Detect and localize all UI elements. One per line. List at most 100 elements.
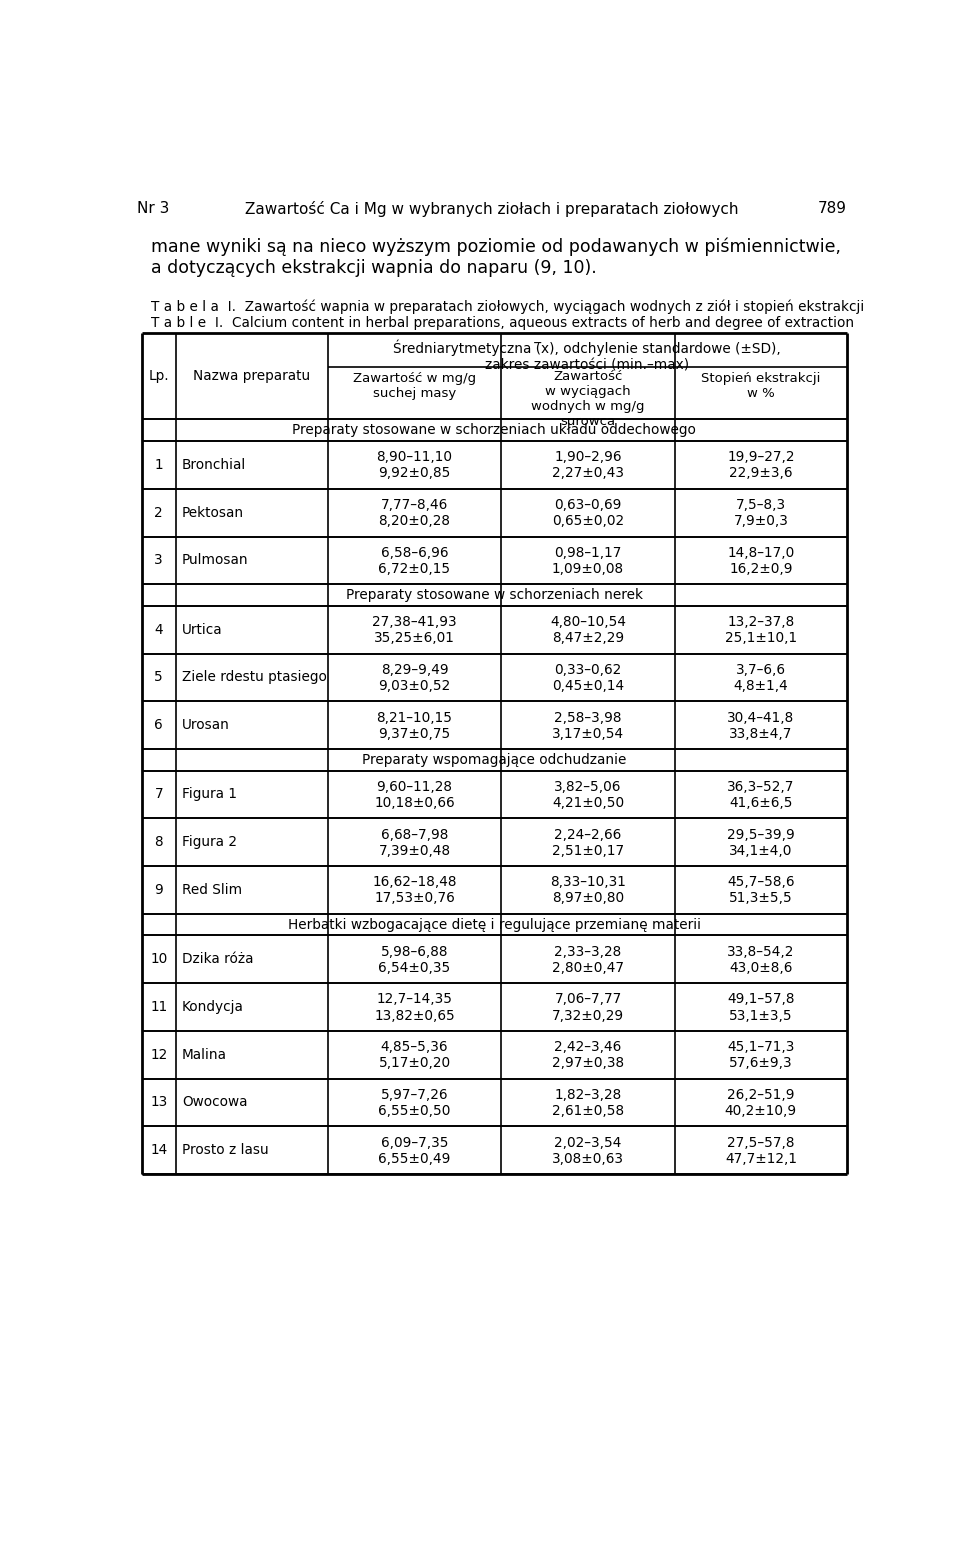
Text: 13,2–37,8: 13,2–37,8 (728, 615, 795, 629)
Text: 9,92±0,85: 9,92±0,85 (378, 467, 450, 480)
Text: 9,60–11,28: 9,60–11,28 (376, 780, 452, 794)
Text: 6,09–7,35: 6,09–7,35 (381, 1136, 448, 1149)
Text: 13,82±0,65: 13,82±0,65 (374, 1009, 455, 1023)
Text: Preparaty wspomagające odchudzanie: Preparaty wspomagające odchudzanie (362, 752, 627, 766)
Text: 7: 7 (155, 788, 163, 802)
Text: 1,90–2,96: 1,90–2,96 (554, 450, 622, 465)
Text: 0,33–0,62: 0,33–0,62 (555, 663, 622, 677)
Text: 12,7–14,35: 12,7–14,35 (376, 992, 452, 1006)
Text: 53,1±3,5: 53,1±3,5 (729, 1009, 793, 1023)
Text: 45,7–58,6: 45,7–58,6 (727, 876, 795, 890)
Text: 41,6±6,5: 41,6±6,5 (730, 796, 793, 810)
Text: 25,1±10,1: 25,1±10,1 (725, 632, 797, 646)
Text: 27,5–57,8: 27,5–57,8 (727, 1136, 795, 1149)
Text: Dzika róża: Dzika róża (182, 952, 253, 966)
Text: 3,17±0,54: 3,17±0,54 (552, 726, 624, 740)
Text: Lp.: Lp. (149, 369, 169, 383)
Text: Prosto z lasu: Prosto z lasu (182, 1143, 269, 1157)
Text: 43,0±8,6: 43,0±8,6 (730, 961, 793, 975)
Text: T a b l e  I.  Calcium content in herbal preparations, aqueous extracts of herb : T a b l e I. Calcium content in herbal p… (151, 317, 854, 331)
Text: 7,9±0,3: 7,9±0,3 (733, 514, 788, 528)
Text: 2,61±0,58: 2,61±0,58 (552, 1105, 624, 1119)
Text: Stopień ekstrakcji
w %: Stopień ekstrakcji w % (701, 372, 821, 400)
Text: 16,62–18,48: 16,62–18,48 (372, 876, 457, 890)
Text: Nazwa preparatu: Nazwa preparatu (193, 369, 310, 383)
Text: Malina: Malina (182, 1048, 227, 1061)
Text: 3,08±0,63: 3,08±0,63 (552, 1151, 624, 1166)
Text: 6,68–7,98: 6,68–7,98 (381, 828, 448, 842)
Text: 9: 9 (155, 882, 163, 898)
Text: 1,82–3,28: 1,82–3,28 (555, 1088, 622, 1102)
Text: 5: 5 (155, 671, 163, 684)
Text: mane wyniki są na nieco wyższym poziomie od podawanych w piśmiennictwie,: mane wyniki są na nieco wyższym poziomie… (151, 238, 841, 256)
Text: 6,54±0,35: 6,54±0,35 (378, 961, 450, 975)
Text: 30,4–41,8: 30,4–41,8 (728, 711, 795, 725)
Text: 2,97±0,38: 2,97±0,38 (552, 1057, 624, 1071)
Text: 22,9±3,6: 22,9±3,6 (730, 467, 793, 480)
Text: 49,1–57,8: 49,1–57,8 (727, 992, 795, 1006)
Text: Zawartość Ca i Mg w wybranych ziołach i preparatach ziołowych: Zawartość Ca i Mg w wybranych ziołach i … (245, 201, 739, 216)
Text: 33,8±4,7: 33,8±4,7 (730, 726, 793, 740)
Text: Zawartość w mg/g
suchej masy: Zawartość w mg/g suchej masy (353, 372, 476, 400)
Text: 2,51±0,17: 2,51±0,17 (552, 844, 624, 857)
Text: 34,1±4,0: 34,1±4,0 (730, 844, 793, 857)
Text: 5,97–7,26: 5,97–7,26 (381, 1088, 448, 1102)
Text: 4,85–5,36: 4,85–5,36 (381, 1040, 448, 1054)
Text: 2,27±0,43: 2,27±0,43 (552, 467, 624, 480)
Text: 6: 6 (155, 718, 163, 732)
Text: Bronchial: Bronchial (182, 457, 247, 471)
Text: Red Slim: Red Slim (182, 882, 242, 898)
Text: Nr 3: Nr 3 (137, 201, 169, 216)
Text: 45,1–71,3: 45,1–71,3 (728, 1040, 795, 1054)
Text: 47,7±12,1: 47,7±12,1 (725, 1151, 797, 1166)
Text: 4,8±1,4: 4,8±1,4 (733, 678, 788, 694)
Text: Urtica: Urtica (182, 623, 223, 637)
Text: 6,55±0,50: 6,55±0,50 (378, 1105, 450, 1119)
Text: 6,58–6,96: 6,58–6,96 (381, 545, 448, 559)
Text: 6,72±0,15: 6,72±0,15 (378, 562, 450, 576)
Text: Zawartość
w wyciągach
wodnych w mg/g
surowca: Zawartość w wyciągach wodnych w mg/g sur… (531, 371, 645, 428)
Text: Owocowa: Owocowa (182, 1095, 248, 1109)
Text: 1,09±0,08: 1,09±0,08 (552, 562, 624, 576)
Text: 9,03±0,52: 9,03±0,52 (378, 678, 450, 694)
Text: 33,8–54,2: 33,8–54,2 (728, 944, 795, 958)
Text: 3,82–5,06: 3,82–5,06 (555, 780, 622, 794)
Text: 12: 12 (150, 1048, 167, 1061)
Text: Preparaty stosowane w schorzeniach nerek: Preparaty stosowane w schorzeniach nerek (346, 589, 643, 603)
Text: 35,25±6,01: 35,25±6,01 (374, 632, 455, 646)
Text: 5,98–6,88: 5,98–6,88 (381, 944, 448, 958)
Text: 8,20±0,28: 8,20±0,28 (378, 514, 450, 528)
Text: 7,32±0,29: 7,32±0,29 (552, 1009, 624, 1023)
Text: a dotyczących ekstrakcji wapnia do naparu (9, 10).: a dotyczących ekstrakcji wapnia do napar… (151, 260, 597, 277)
Text: 1: 1 (155, 457, 163, 471)
Text: Herbatki wzbogacające dietę i regulujące przemianę materii: Herbatki wzbogacające dietę i regulujące… (288, 918, 701, 932)
Text: 9,37±0,75: 9,37±0,75 (378, 726, 450, 740)
Text: 14: 14 (150, 1143, 167, 1157)
Text: 57,6±9,3: 57,6±9,3 (729, 1057, 793, 1071)
Text: 10: 10 (150, 952, 167, 966)
Text: 0,98–1,17: 0,98–1,17 (555, 545, 622, 559)
Text: 36,3–52,7: 36,3–52,7 (728, 780, 795, 794)
Text: 2,42–3,46: 2,42–3,46 (555, 1040, 622, 1054)
Text: 51,3±5,5: 51,3±5,5 (729, 891, 793, 905)
Text: 7,77–8,46: 7,77–8,46 (381, 497, 448, 511)
Text: 2,33–3,28: 2,33–3,28 (555, 944, 622, 958)
Text: Pektosan: Pektosan (182, 505, 244, 519)
Text: 26,2–51,9: 26,2–51,9 (727, 1088, 795, 1102)
Text: 8,33–10,31: 8,33–10,31 (550, 876, 626, 890)
Text: T a b e l a  I.  Zawartość wapnia w preparatach ziołowych, wyciągach wodnych z z: T a b e l a I. Zawartość wapnia w prepar… (151, 300, 864, 314)
Text: 19,9–27,2: 19,9–27,2 (727, 450, 795, 465)
Text: 40,2±10,9: 40,2±10,9 (725, 1105, 797, 1119)
Text: 789: 789 (818, 201, 847, 216)
Text: 7,5–8,3: 7,5–8,3 (736, 497, 786, 511)
Text: 2,58–3,98: 2,58–3,98 (554, 711, 622, 725)
Text: Figura 2: Figura 2 (182, 836, 237, 850)
Text: Figura 1: Figura 1 (182, 788, 237, 802)
Text: 17,53±0,76: 17,53±0,76 (374, 891, 455, 905)
Text: 2,24–2,66: 2,24–2,66 (555, 828, 622, 842)
Text: 0,63–0,69: 0,63–0,69 (555, 497, 622, 511)
Text: 4: 4 (155, 623, 163, 637)
Text: 8,97±0,80: 8,97±0,80 (552, 891, 624, 905)
Text: Kondycja: Kondycja (182, 1000, 244, 1014)
Text: 16,2±0,9: 16,2±0,9 (730, 562, 793, 576)
